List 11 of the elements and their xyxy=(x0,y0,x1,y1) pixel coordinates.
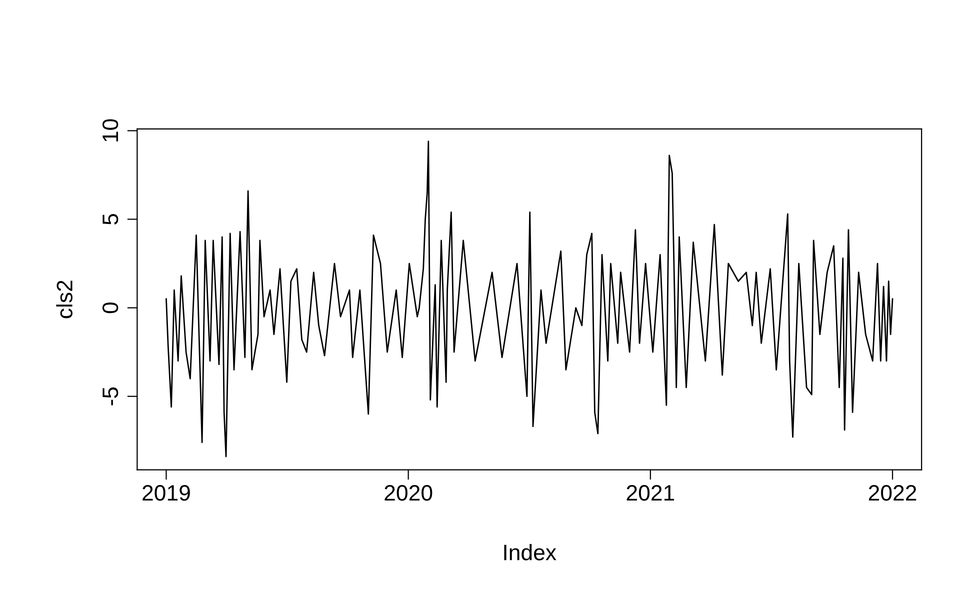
x-tick-label: 2020 xyxy=(384,485,432,501)
x-tick-label: 2022 xyxy=(868,485,916,501)
line-series xyxy=(166,140,894,458)
y-tick-label: 10 xyxy=(102,119,118,142)
x-axis-title: Index xyxy=(504,544,556,560)
y-axis-title: cls2 xyxy=(56,280,72,318)
x-tick-label: 2019 xyxy=(142,485,190,501)
y-tick-label: 0 xyxy=(102,302,118,314)
y-tick-label: -5 xyxy=(102,387,118,406)
x-tick-label: 2021 xyxy=(626,485,674,501)
y-tick-label: 5 xyxy=(102,214,118,225)
